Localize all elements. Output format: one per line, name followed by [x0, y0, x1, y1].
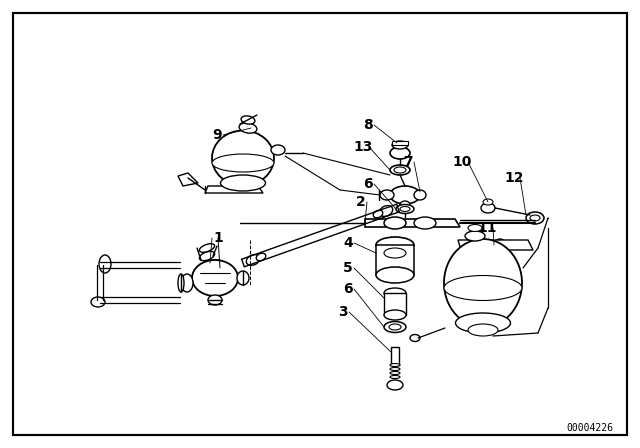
Text: 00004226: 00004226 [566, 423, 614, 433]
Ellipse shape [200, 244, 214, 252]
Ellipse shape [526, 212, 544, 224]
Ellipse shape [384, 217, 406, 229]
Ellipse shape [241, 116, 255, 124]
Text: 9: 9 [212, 128, 222, 142]
Text: 7: 7 [403, 155, 413, 169]
Text: 2: 2 [356, 195, 366, 209]
Ellipse shape [410, 335, 420, 341]
Ellipse shape [390, 363, 400, 366]
Ellipse shape [390, 147, 410, 159]
Text: 10: 10 [452, 155, 472, 169]
Bar [392, 141, 408, 145]
Ellipse shape [178, 274, 184, 292]
Ellipse shape [444, 239, 522, 327]
Ellipse shape [390, 165, 410, 175]
Ellipse shape [394, 167, 406, 173]
Ellipse shape [468, 224, 482, 232]
Ellipse shape [384, 310, 406, 320]
Circle shape [497, 242, 503, 248]
Ellipse shape [221, 175, 266, 191]
Ellipse shape [456, 313, 511, 333]
Bar [376, 245, 414, 275]
Circle shape [197, 260, 233, 296]
Circle shape [494, 239, 506, 251]
Text: 6: 6 [343, 282, 353, 296]
Ellipse shape [390, 367, 400, 370]
Ellipse shape [212, 130, 274, 185]
Ellipse shape [392, 141, 408, 149]
Polygon shape [178, 173, 198, 186]
Ellipse shape [389, 324, 401, 330]
Ellipse shape [239, 123, 257, 133]
Ellipse shape [390, 371, 400, 375]
Ellipse shape [444, 276, 522, 301]
Ellipse shape [396, 204, 414, 214]
Ellipse shape [192, 260, 238, 296]
Polygon shape [365, 219, 460, 227]
Ellipse shape [380, 206, 393, 216]
Text: 12: 12 [504, 171, 524, 185]
Ellipse shape [380, 190, 394, 200]
Ellipse shape [390, 186, 420, 204]
Ellipse shape [384, 322, 406, 332]
Ellipse shape [208, 295, 222, 305]
Ellipse shape [237, 271, 249, 285]
Ellipse shape [414, 217, 436, 229]
Ellipse shape [384, 248, 406, 258]
Text: 5: 5 [343, 261, 353, 275]
Ellipse shape [481, 203, 495, 213]
Ellipse shape [468, 324, 498, 336]
Text: 11: 11 [477, 221, 497, 235]
Ellipse shape [387, 380, 403, 390]
Ellipse shape [465, 231, 485, 241]
Text: 6: 6 [363, 177, 373, 191]
Ellipse shape [212, 154, 274, 172]
Ellipse shape [246, 254, 260, 265]
Ellipse shape [483, 199, 493, 205]
Ellipse shape [376, 237, 414, 253]
Bar [391, 347, 399, 365]
Polygon shape [458, 240, 533, 250]
Ellipse shape [530, 215, 540, 221]
Ellipse shape [390, 375, 400, 379]
Ellipse shape [376, 267, 414, 283]
Ellipse shape [414, 190, 426, 200]
Polygon shape [205, 186, 263, 193]
Ellipse shape [181, 274, 193, 292]
Ellipse shape [199, 251, 214, 261]
Ellipse shape [400, 207, 410, 211]
Ellipse shape [271, 145, 285, 155]
Text: 13: 13 [353, 140, 372, 154]
Ellipse shape [373, 210, 383, 218]
Text: 1: 1 [213, 231, 223, 245]
Text: 4: 4 [343, 236, 353, 250]
Ellipse shape [91, 297, 105, 307]
Ellipse shape [256, 253, 266, 261]
Text: 8: 8 [363, 118, 373, 132]
Ellipse shape [384, 288, 406, 298]
Bar [384, 293, 406, 315]
Text: 3: 3 [338, 305, 348, 319]
Ellipse shape [99, 255, 111, 273]
Ellipse shape [400, 201, 410, 209]
